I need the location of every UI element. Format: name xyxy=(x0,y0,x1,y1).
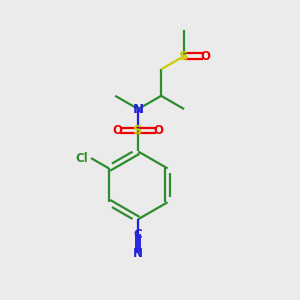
Text: N: N xyxy=(133,247,143,260)
Text: Cl: Cl xyxy=(75,152,88,165)
Text: O: O xyxy=(112,124,123,137)
Text: S: S xyxy=(179,50,189,63)
Text: S: S xyxy=(134,124,143,137)
Text: C: C xyxy=(134,228,142,241)
Text: N: N xyxy=(133,103,144,116)
Text: O: O xyxy=(154,124,164,137)
Text: O: O xyxy=(201,50,211,63)
